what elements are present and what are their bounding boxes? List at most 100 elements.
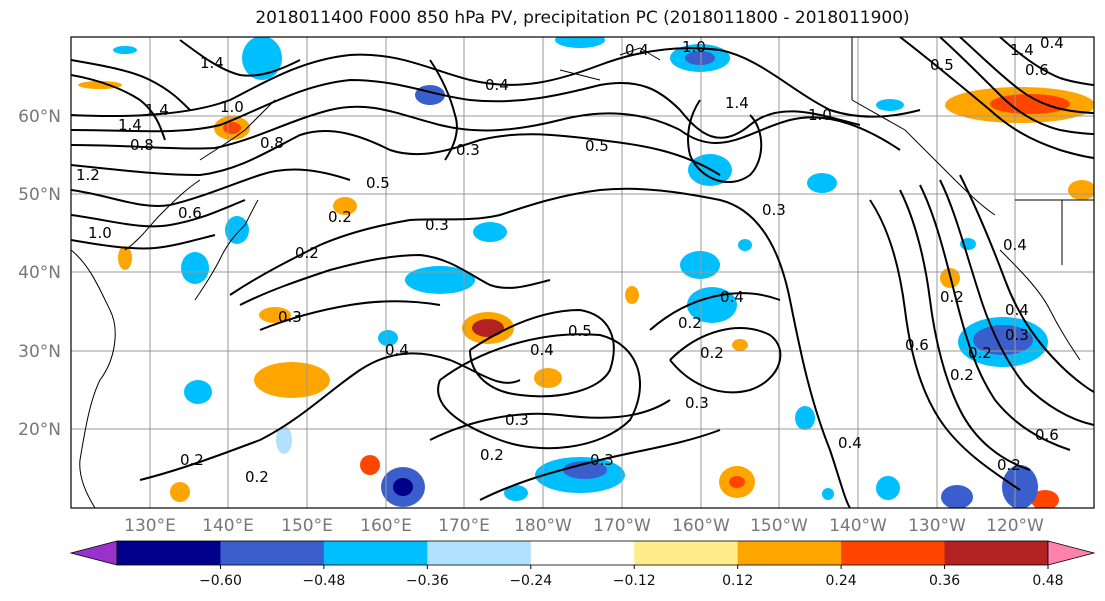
colorbar-tick-label: 0.48 <box>1032 573 1063 589</box>
contour-label: 0.6 <box>905 336 929 354</box>
colorbar: −0.60 −0.48 −0.36 −0.24 −0.12 0.12 0.24 0.36 0.4… <box>69 540 1096 589</box>
precip-positive-core <box>990 94 1070 114</box>
latitude-label: 50°N <box>18 185 61 205</box>
precip-negative-area <box>807 173 837 193</box>
contour-label: 0.4 <box>530 341 554 359</box>
precip-positive-area <box>170 482 190 502</box>
contour-label: 0.3 <box>685 394 709 412</box>
colorbar-segment <box>220 541 325 565</box>
contour-label: 0.2 <box>700 344 724 362</box>
precip-negative-core <box>973 325 1033 355</box>
longitude-label: 160°E <box>360 516 412 536</box>
contour-label: 0.2 <box>180 451 204 469</box>
contour-label: 0.8 <box>260 134 284 152</box>
precip-negative-area <box>941 485 973 508</box>
longitude-label: 130°W <box>908 516 966 536</box>
longitude-label: 160°W <box>672 516 730 536</box>
contour-label: 0.4 <box>625 41 649 59</box>
precip-positive-area <box>259 307 291 323</box>
latitude-label: 40°N <box>18 263 61 283</box>
colorbar-segment <box>117 541 221 565</box>
precip-positive-area <box>78 81 122 89</box>
precip-negative-area <box>504 485 528 501</box>
colorbar-segment <box>323 541 428 565</box>
contour-label: 1.0 <box>88 224 112 242</box>
precip-negative-area <box>795 406 815 430</box>
precip-positive-core <box>472 319 504 337</box>
contour-label: 0.6 <box>1025 61 1049 79</box>
colorbar-tick-label: −0.48 <box>302 573 345 589</box>
contour-label: 0.3 <box>1005 326 1029 344</box>
contour-label: 0.2 <box>678 314 702 332</box>
contour-label: 0.5 <box>366 174 390 192</box>
precip-negative-area <box>225 216 249 244</box>
precip-positive-area <box>625 286 639 304</box>
contour-label: 0.3 <box>425 216 449 234</box>
latitude-labels: 60°N 50°N 40°N 30°N 20°N <box>18 107 61 440</box>
contour-label: 1.4 <box>118 116 142 134</box>
precip-positive-area <box>732 339 748 351</box>
precip-negative-core <box>393 478 413 496</box>
latitude-label: 60°N <box>18 107 61 127</box>
colorbar-ticks: −0.60 −0.48 −0.36 −0.24 −0.12 0.12 0.24 0.36 0.4… <box>199 565 1064 589</box>
longitude-label: 170°W <box>593 516 651 536</box>
colorbar-segment <box>427 541 532 565</box>
colorbar-segment <box>841 541 946 565</box>
longitude-label: 150°W <box>750 516 808 536</box>
map-frame <box>70 36 1095 509</box>
contour-labels: 1.4 1.4 1.0 0.8 1.4 1.4 1.0 0.8 1.2 1.0 … <box>76 34 1064 486</box>
contour-label: 0.6 <box>1035 426 1059 444</box>
contour-label: 0.8 <box>130 136 154 154</box>
contour-label: 0.4 <box>1040 34 1064 52</box>
coastlines <box>71 37 1094 508</box>
precip-positive-area <box>118 246 132 270</box>
precip-negative-area <box>680 251 720 279</box>
contour-label: 0.6 <box>178 204 202 222</box>
contour-label: 0.4 <box>838 434 862 452</box>
colorbar-tick-label: 0.36 <box>929 573 960 589</box>
map-title: 2018011400 F000 850 hPa PV, precipitatio… <box>255 8 910 28</box>
colorbar-segment <box>737 541 842 565</box>
colorbar-segment <box>944 541 1049 565</box>
precip-negative-area <box>1002 465 1038 508</box>
longitude-label: 140°W <box>829 516 887 536</box>
precip-negative-area <box>405 266 475 294</box>
contour-label: 1.0 <box>220 98 244 116</box>
contour-label: 1.0 <box>808 106 832 124</box>
precip-positive-area <box>254 362 330 398</box>
contour-label: 0.4 <box>720 288 744 306</box>
precip-negative-area <box>876 476 900 500</box>
contour-label: 0.2 <box>968 344 992 362</box>
precip-negative-area <box>473 222 507 242</box>
precip-negative-area <box>242 37 282 80</box>
precip-negative-area <box>876 99 904 111</box>
precip-negative-area <box>738 239 752 251</box>
precip-positive-area <box>1031 490 1059 508</box>
contour-label: 0.2 <box>997 456 1021 474</box>
latitude-label: 30°N <box>18 342 61 362</box>
precip-negative-area <box>276 426 292 454</box>
pv-contours <box>71 37 1094 508</box>
colorbar-tick-label: −0.12 <box>613 573 656 589</box>
precip-negative-area <box>184 380 212 404</box>
precip-positive-area <box>333 197 357 215</box>
precip-positive-area <box>1068 180 1094 200</box>
contour-label: 1.4 <box>1010 41 1034 59</box>
longitude-label: 170°E <box>438 516 490 536</box>
precip-negative-core <box>685 51 715 65</box>
precip-positive-core <box>729 476 745 488</box>
contour-label: 0.2 <box>245 468 269 486</box>
colorbar-tick-label: −0.36 <box>406 573 449 589</box>
longitude-label: 120°W <box>986 516 1044 536</box>
contour-label: 0.3 <box>278 308 302 326</box>
colorbar-extend-max <box>1047 540 1096 566</box>
colorbar-tick-label: −0.24 <box>509 573 552 589</box>
contour-label: 1.4 <box>145 101 169 119</box>
contour-label: 0.2 <box>940 288 964 306</box>
contour-label: 0.5 <box>930 56 954 74</box>
contour-label: 1.4 <box>200 54 224 72</box>
colorbar-tick-label: 0.24 <box>826 573 857 589</box>
precip-negative-area <box>181 252 209 284</box>
contour-label: 0.3 <box>505 411 529 429</box>
contour-label: 0.2 <box>950 366 974 384</box>
